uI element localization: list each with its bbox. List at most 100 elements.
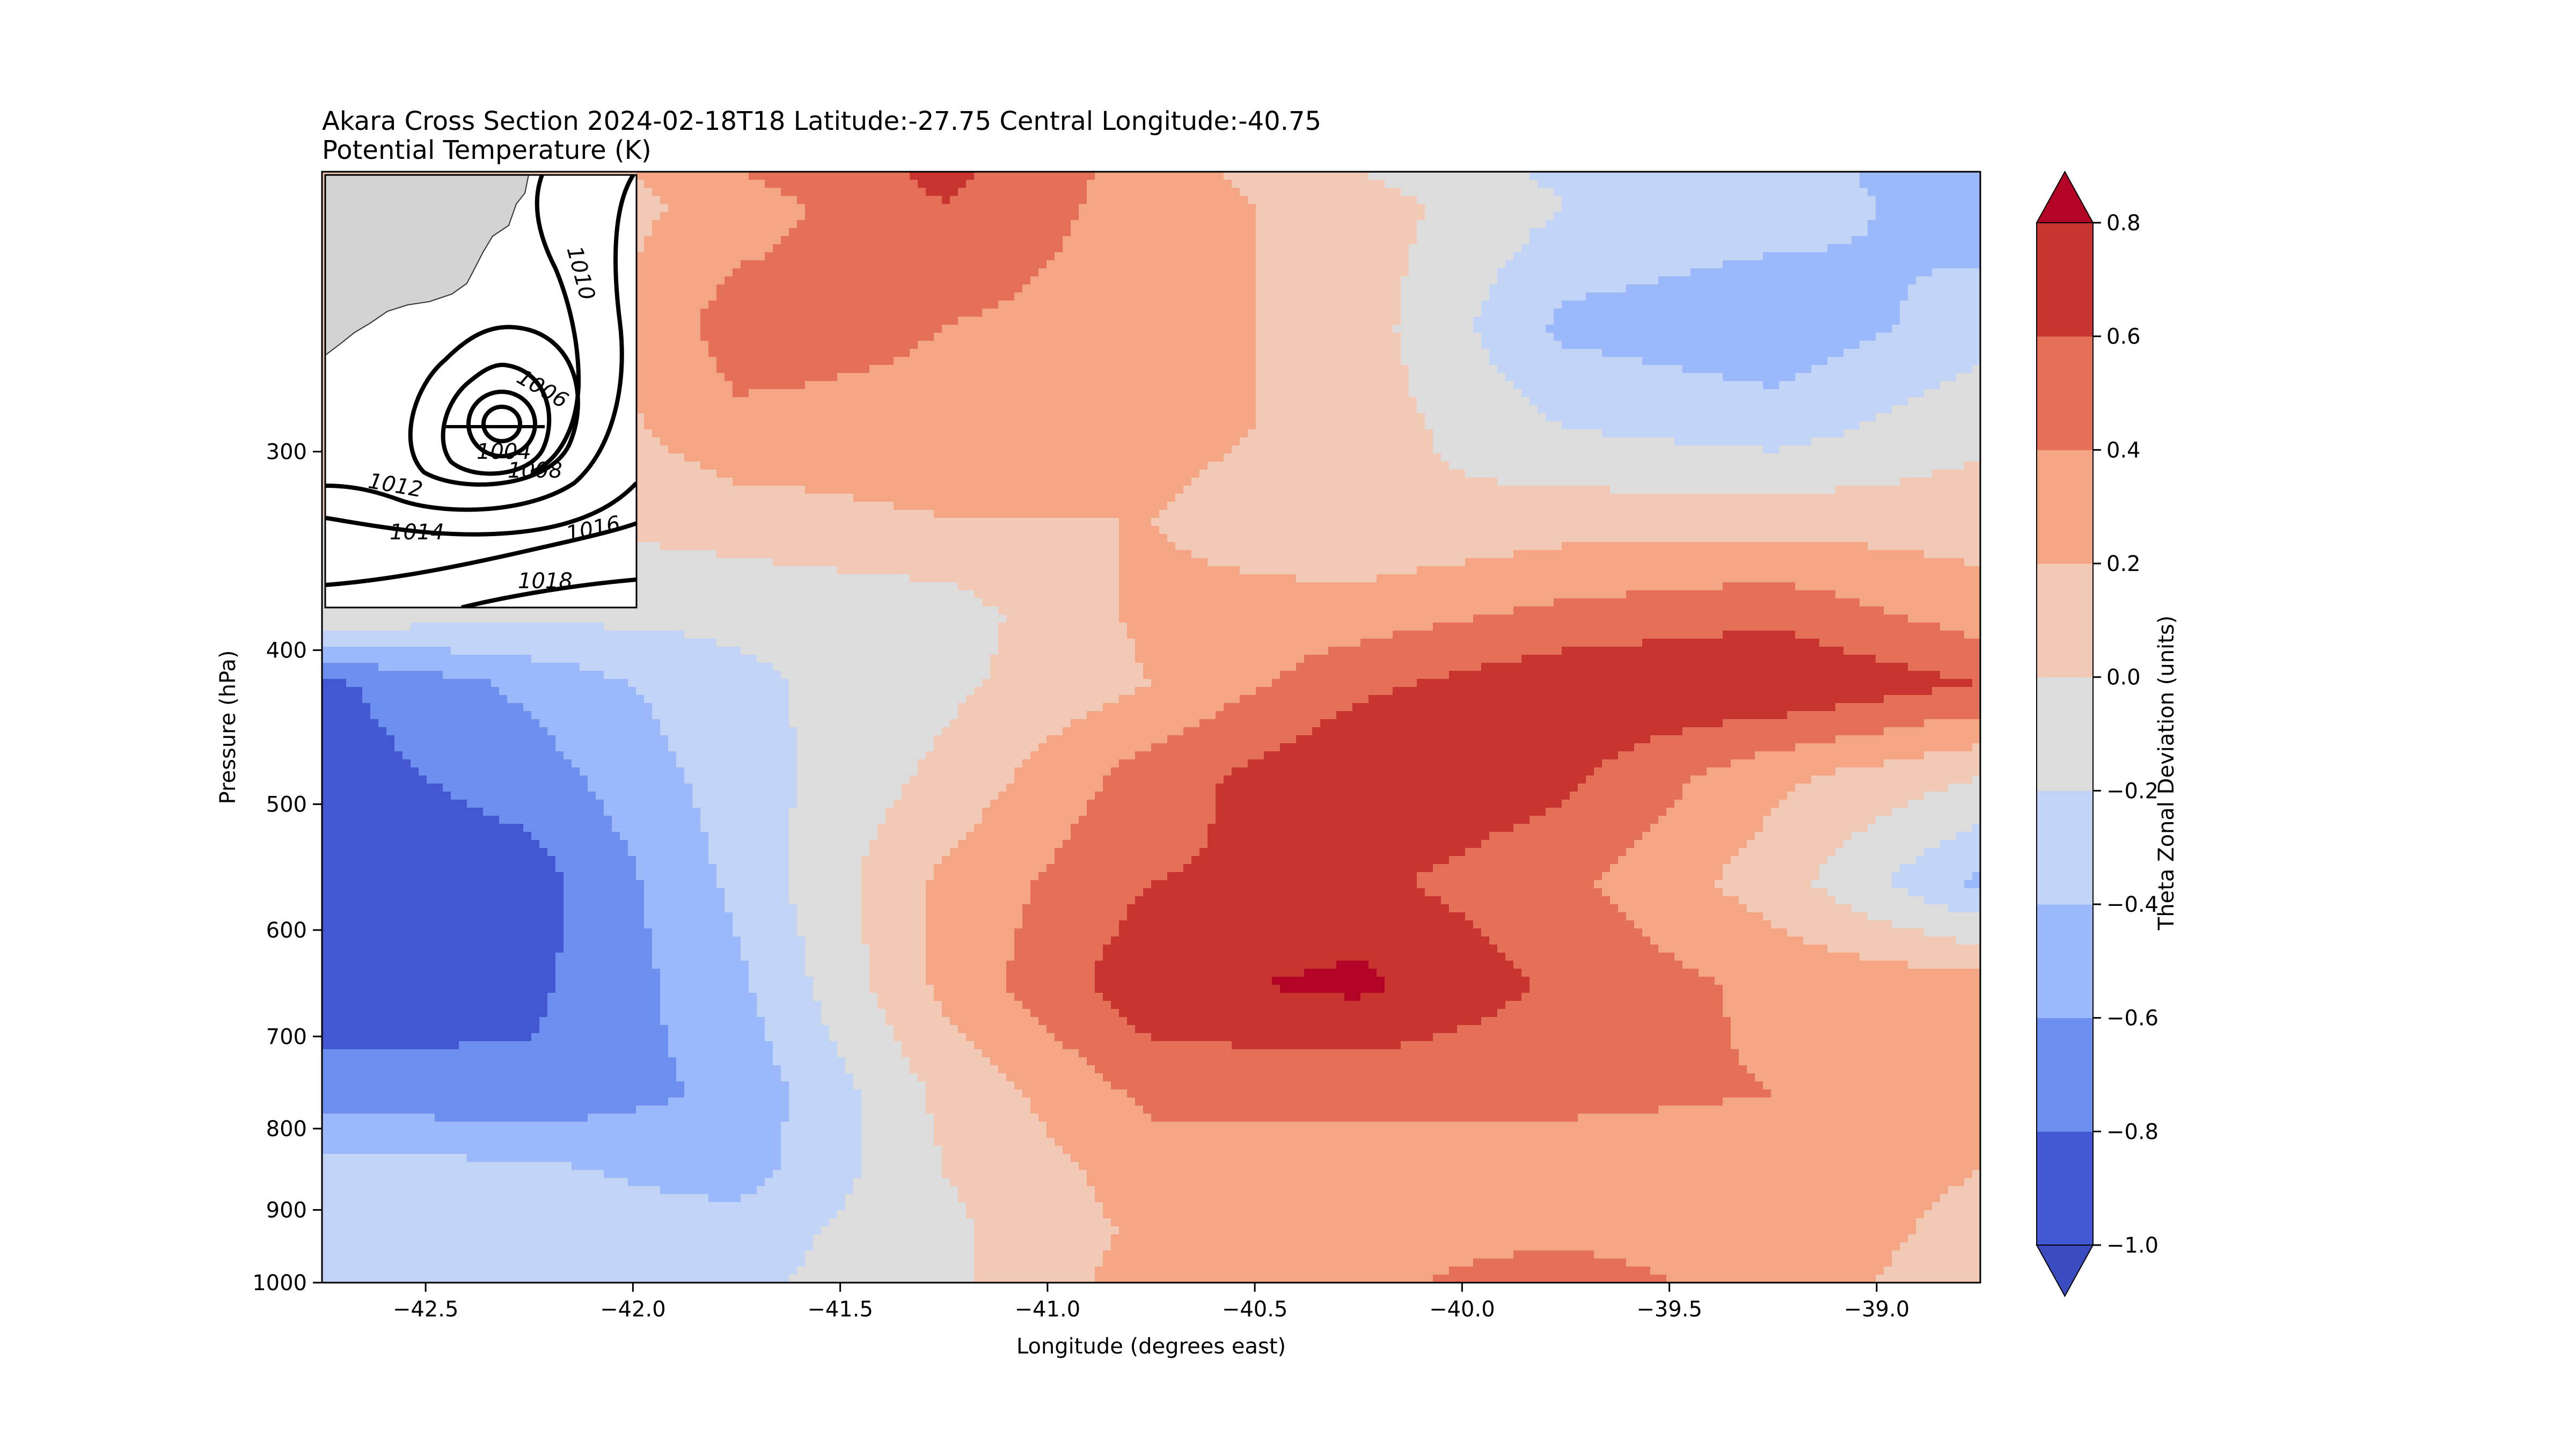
field-cell bbox=[837, 349, 846, 357]
field-cell bbox=[749, 252, 757, 261]
field-cell bbox=[1111, 309, 1119, 317]
field-cell bbox=[1288, 325, 1297, 333]
field-cell bbox=[1956, 188, 1965, 196]
field-cell bbox=[885, 204, 894, 213]
field-cell bbox=[861, 333, 870, 341]
field-cell bbox=[1433, 349, 1441, 357]
field-cell bbox=[1666, 317, 1675, 325]
field-cell bbox=[741, 236, 749, 245]
field-cell bbox=[1763, 244, 1772, 253]
field-cell bbox=[805, 244, 814, 253]
field-cell bbox=[1932, 188, 1941, 196]
field-cell bbox=[1046, 284, 1055, 293]
field-cell bbox=[1030, 244, 1039, 253]
field-cell bbox=[1851, 188, 1860, 196]
field-cell bbox=[1320, 196, 1329, 204]
field-cell bbox=[1956, 309, 1965, 317]
field-cell bbox=[1964, 333, 1973, 341]
field-cell bbox=[1167, 252, 1176, 261]
field-cell bbox=[1368, 220, 1377, 229]
field-cell bbox=[1690, 204, 1699, 213]
field-cell bbox=[1892, 228, 1900, 237]
field-cell bbox=[821, 349, 830, 357]
field-cell bbox=[1288, 204, 1297, 213]
field-cell bbox=[1288, 333, 1297, 341]
field-cell bbox=[1594, 172, 1602, 180]
field-cell bbox=[966, 252, 975, 261]
field-cell bbox=[1715, 292, 1723, 301]
field-cell bbox=[1006, 309, 1015, 317]
field-cell bbox=[821, 357, 830, 365]
field-cell bbox=[1650, 284, 1659, 293]
field-cell bbox=[1731, 341, 1739, 349]
field-cell bbox=[934, 317, 942, 325]
field-cell bbox=[1143, 172, 1152, 180]
field-cell bbox=[1127, 252, 1136, 261]
field-cell bbox=[1513, 276, 1522, 285]
field-cell bbox=[1038, 309, 1047, 317]
field-cell bbox=[1296, 244, 1305, 253]
field-cell bbox=[1473, 228, 1482, 237]
field-cell bbox=[1666, 349, 1675, 357]
field-cell bbox=[644, 333, 653, 341]
field-cell bbox=[1602, 204, 1611, 213]
field-cell bbox=[1972, 180, 1981, 188]
field-cell bbox=[1932, 325, 1941, 333]
field-cell bbox=[1344, 276, 1353, 285]
field-cell bbox=[1385, 309, 1393, 317]
field-cell bbox=[1248, 180, 1256, 188]
field-cell bbox=[773, 252, 781, 261]
field-cell bbox=[1505, 180, 1514, 188]
field-cell bbox=[1425, 260, 1433, 269]
field-cell bbox=[1924, 260, 1933, 269]
field-cell bbox=[1771, 301, 1780, 309]
field-cell bbox=[1682, 333, 1691, 341]
field-cell bbox=[733, 357, 741, 365]
field-cell bbox=[1360, 268, 1369, 277]
field-cell bbox=[1046, 349, 1055, 357]
field-cell bbox=[1546, 292, 1554, 301]
field-cell bbox=[1377, 236, 1385, 245]
field-cell bbox=[1908, 188, 1916, 196]
field-cell bbox=[1103, 301, 1111, 309]
field-cell bbox=[716, 220, 725, 229]
field-cell bbox=[1819, 172, 1828, 180]
field-cell bbox=[1546, 317, 1554, 325]
field-cell bbox=[1417, 196, 1425, 204]
field-cell bbox=[1022, 204, 1031, 213]
field-cell bbox=[1755, 357, 1763, 365]
field-cell bbox=[1449, 260, 1458, 269]
field-cell bbox=[781, 276, 789, 285]
field-cell bbox=[652, 220, 661, 229]
field-cell bbox=[684, 228, 693, 237]
field-cell bbox=[990, 204, 999, 213]
field-cell bbox=[1835, 284, 1844, 293]
field-cell bbox=[1747, 188, 1755, 196]
field-cell bbox=[1964, 276, 1973, 285]
field-cell bbox=[950, 244, 958, 253]
field-cell bbox=[1473, 172, 1482, 180]
field-cell bbox=[1199, 357, 1208, 365]
field-cell bbox=[1900, 196, 1908, 204]
field-cell bbox=[1634, 180, 1643, 188]
field-cell bbox=[829, 357, 838, 365]
field-cell bbox=[1827, 236, 1836, 245]
field-cell bbox=[1916, 333, 1924, 341]
field-cell bbox=[1715, 333, 1723, 341]
field-cell bbox=[1916, 349, 1924, 357]
field-cell bbox=[1779, 284, 1788, 293]
field-cell bbox=[1731, 220, 1739, 229]
field-cell bbox=[1022, 260, 1031, 269]
field-cell bbox=[1296, 317, 1305, 325]
field-cell bbox=[1900, 188, 1908, 196]
field-cell bbox=[821, 212, 830, 221]
field-cell bbox=[644, 172, 653, 180]
field-cell bbox=[1385, 220, 1393, 229]
field-cell bbox=[1232, 333, 1240, 341]
field-cell bbox=[1554, 317, 1562, 325]
field-cell bbox=[1167, 317, 1176, 325]
field-cell bbox=[1465, 309, 1474, 317]
field-cell bbox=[894, 188, 902, 196]
field-cell bbox=[757, 268, 765, 277]
field-cell bbox=[789, 252, 797, 261]
